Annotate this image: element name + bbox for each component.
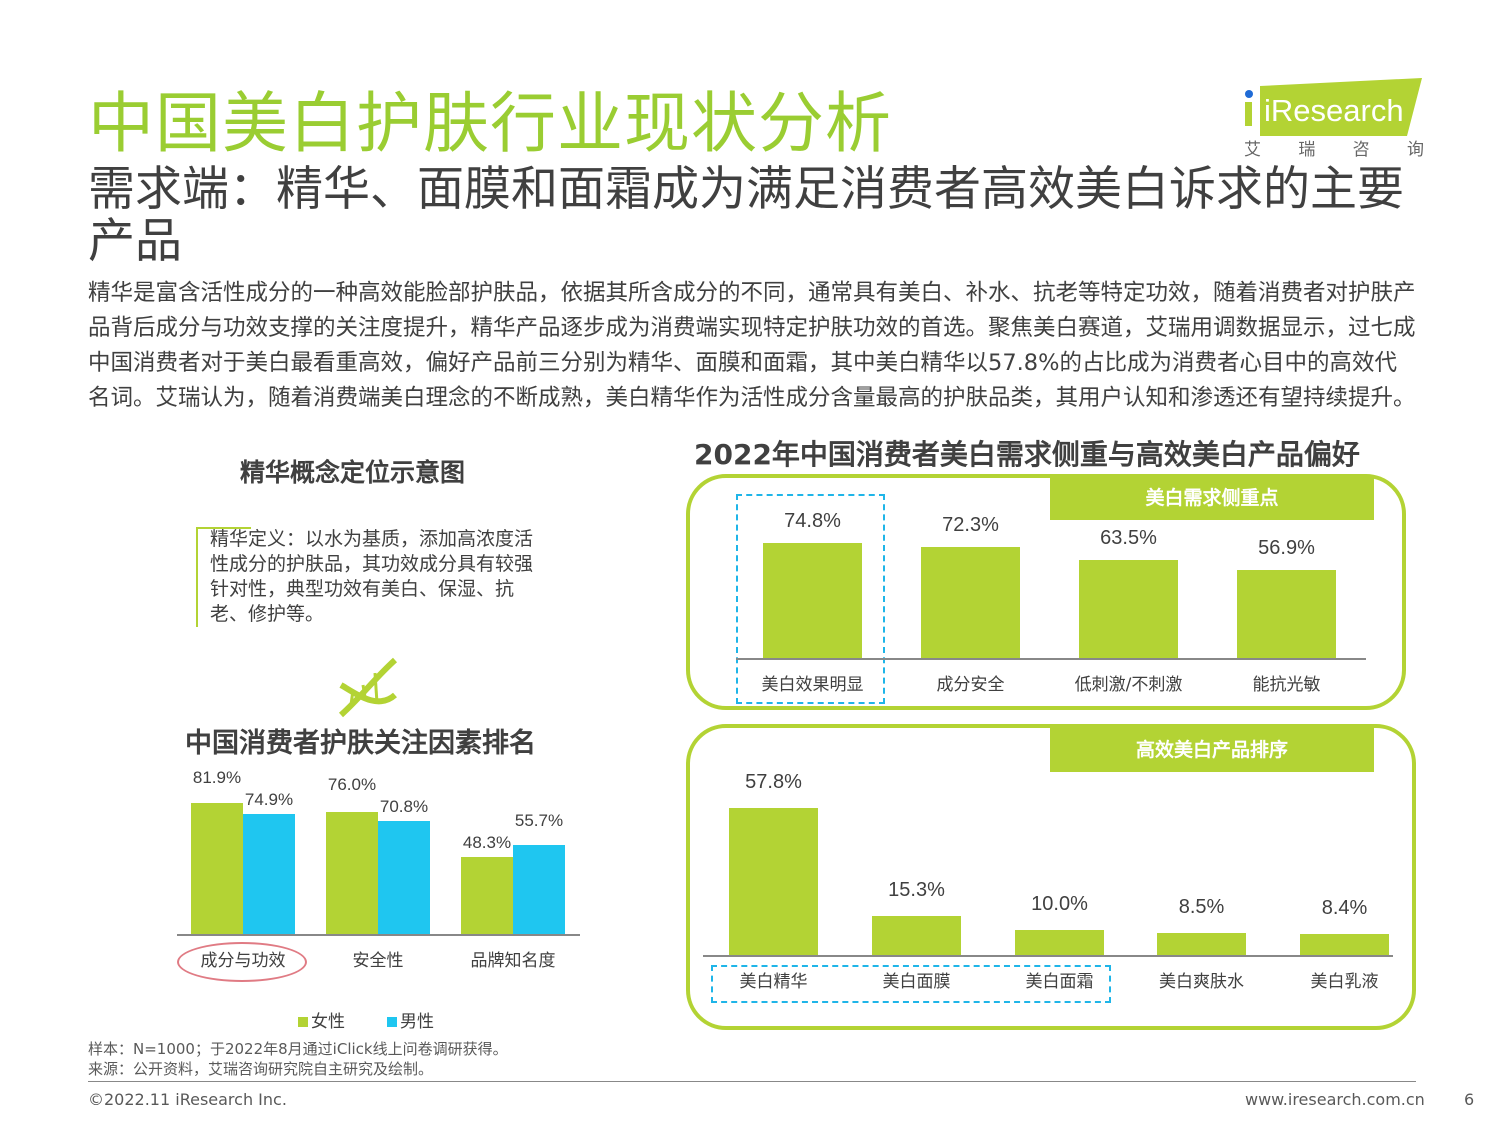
category-label: 品牌知名度 [470, 951, 556, 971]
chart2-title: 2022年中国消费者美白需求侧重与高效美白产品偏好 [694, 438, 1360, 471]
data-label: 15.3% [888, 879, 945, 902]
logo-cn: 艾瑞咨询 [1244, 141, 1424, 159]
bar [1157, 933, 1246, 955]
demand-panel [686, 474, 1406, 710]
data-label: 76.0% [327, 774, 377, 794]
bar [1237, 570, 1336, 658]
website-link[interactable]: www.iresearch.com.cn [1245, 1090, 1425, 1109]
legend-female: 女性 [298, 1012, 345, 1032]
page-subtitle: 需求端：精华、面膜和面霜成为满足消费者高效美白诉求的主要产品 [88, 162, 1404, 269]
bar [921, 546, 1020, 658]
data-label: 8.5% [1178, 896, 1225, 919]
data-label: 72.3% [942, 513, 999, 536]
legend-male: 男性 [387, 1012, 434, 1032]
data-label: 81.9% [192, 768, 242, 788]
data-label: 56.9% [1258, 537, 1315, 560]
logo-char: 询 [1406, 140, 1424, 160]
bar-male [378, 820, 430, 934]
page-number: 6 [1464, 1090, 1475, 1109]
logo-char: 艾 [1244, 140, 1261, 160]
body-paragraph: 精华是富含活性成分的一种高效能脸部护肤品，依据其所含成分的不同，通常具有美白、补… [88, 280, 1416, 411]
category-label: 美白面霜 [1025, 972, 1094, 992]
concept-title: 精华概念定位示意图 [240, 458, 466, 487]
demand-panel-tag: 美白需求侧重点 [1050, 476, 1374, 520]
source-note: 来源：公开资料，艾瑞咨询研究院自主研究及绘制。 [88, 1060, 434, 1078]
legend-label: 女性 [311, 1012, 345, 1032]
product-panel-tag: 高效美白产品排序 [1050, 728, 1374, 772]
category-label: 美白爽肤水 [1159, 972, 1244, 992]
data-label: 48.3% [462, 832, 512, 852]
data-label: 8.4% [1321, 896, 1368, 919]
data-label: 70.8% [379, 796, 429, 816]
bar-female [326, 812, 378, 934]
dna-icon [333, 655, 403, 725]
copyright: ©2022.11 iResearch Inc. [88, 1090, 287, 1109]
highlight-box [711, 965, 1111, 1003]
category-label: 美白精华 [739, 972, 808, 992]
chart3-axis [703, 955, 1393, 957]
category-label: 成分安全 [936, 675, 1005, 695]
chart2-axis [736, 658, 1366, 660]
sample-note: 样本：N=1000；于2022年8月通过iClick线上问卷调研获得。 [88, 1040, 508, 1058]
data-label: 10.0% [1031, 892, 1088, 915]
bar-female [461, 856, 513, 934]
iresearch-logo: iResearch [1242, 78, 1422, 138]
data-label: 63.5% [1100, 527, 1157, 550]
page-title: 中国美白护肤行业现状分析 [88, 85, 892, 162]
data-label: 74.9% [244, 790, 294, 810]
data-label: 74.8% [784, 509, 841, 532]
essence-definition: 精华定义：以水为基质，添加高浓度活性成分的护肤品，其功效成分具有较强针对性，典型… [196, 527, 536, 627]
category-label: 美白乳液 [1310, 972, 1379, 992]
chart1-title: 中国消费者护肤关注因素排名 [185, 728, 536, 759]
category-label: 美白效果明显 [761, 675, 864, 695]
product-panel [686, 724, 1416, 1030]
bar [763, 542, 862, 658]
data-label: 57.8% [745, 771, 802, 794]
bar [1300, 933, 1389, 955]
category-label: 安全性 [352, 951, 404, 971]
data-label: 55.7% [514, 810, 564, 830]
bar [1079, 560, 1178, 658]
highlight-ellipse [177, 942, 307, 982]
category-label: 低刺激/不刺激 [1074, 675, 1183, 695]
bar-female [191, 802, 243, 934]
chart1-axis [177, 934, 580, 936]
bar-male [243, 814, 295, 934]
category-label: 成分与功效 [200, 951, 286, 971]
chart1-legend: 女性 男性 [298, 1012, 434, 1032]
bar-male [513, 844, 565, 934]
highlight-box [736, 494, 885, 704]
logo-char: 咨 [1352, 140, 1370, 160]
logo-text: iResearch [1264, 93, 1404, 128]
logo-char: 瑞 [1298, 140, 1316, 160]
bar [1015, 929, 1104, 955]
legend-label: 男性 [400, 1012, 434, 1032]
category-label: 美白面膜 [882, 972, 951, 992]
footer-divider [88, 1081, 1416, 1082]
bar [729, 808, 818, 955]
bar [872, 916, 961, 955]
category-label: 能抗光敏 [1252, 675, 1321, 695]
